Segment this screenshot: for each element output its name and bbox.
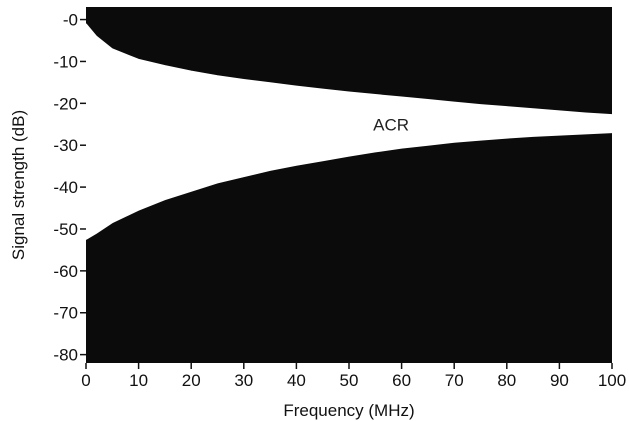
x-tick-label: 60 <box>392 371 411 390</box>
y-axis-title: Signal strength (dB) <box>9 110 28 260</box>
plot-area <box>85 7 613 363</box>
y-tick-label: -80 <box>53 346 78 365</box>
y-tick-label: -0 <box>63 11 78 30</box>
x-axis-ticks: 0 10 20 30 40 50 60 70 80 90 100 <box>81 363 626 390</box>
x-tick-label: 50 <box>340 371 359 390</box>
y-tick-label: -40 <box>53 178 78 197</box>
y-tick-label: -10 <box>53 52 78 71</box>
x-tick-label: 10 <box>129 371 148 390</box>
x-tick-label: 100 <box>598 371 626 390</box>
x-tick-label: 40 <box>287 371 306 390</box>
annotation-label: ACR <box>373 115 409 134</box>
y-axis-ticks: -0 -10 -20 -30 -40 -50 -60 -70 -80 <box>53 11 86 365</box>
acr-band <box>86 23 612 240</box>
y-tick-label: -30 <box>53 136 78 155</box>
x-tick-label: 90 <box>550 371 569 390</box>
x-tick-label: 80 <box>497 371 516 390</box>
annotations: ACR <box>373 115 409 134</box>
x-tick-label: 0 <box>81 371 90 390</box>
x-tick-label: 30 <box>234 371 253 390</box>
y-tick-label: -20 <box>53 94 78 113</box>
lower-series-line <box>85 132 613 240</box>
x-tick-label: 20 <box>182 371 201 390</box>
x-tick-label: 70 <box>445 371 464 390</box>
y-tick-label: -60 <box>53 262 78 281</box>
y-tick-label: -70 <box>53 304 78 323</box>
y-tick-label: -50 <box>53 220 78 239</box>
x-axis-title: Frequency (MHz) <box>283 401 414 420</box>
upper-series-line <box>85 23 613 116</box>
